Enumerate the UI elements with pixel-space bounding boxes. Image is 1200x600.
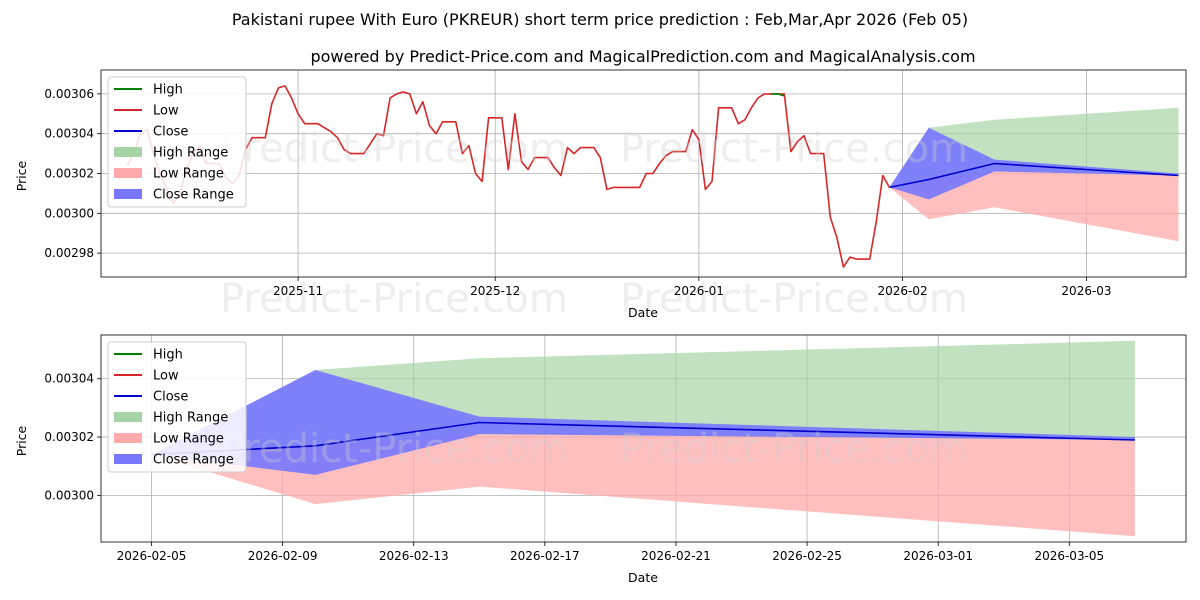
- top-legend-label-low-range: Low Range: [153, 167, 224, 182]
- bot-x-tick-label: 2026-02-09: [248, 549, 318, 563]
- top-y-tick-label: 0.00298: [44, 246, 94, 260]
- bot-x-tick-label: 2026-03-01: [903, 549, 973, 563]
- top-y-tick-label: 0.00302: [44, 167, 94, 181]
- top-high-history-line: [771, 93, 785, 97]
- top-legend-label-close-range: Close Range: [153, 188, 234, 203]
- bot-legend-label-close-range: Close Range: [153, 453, 234, 468]
- top-legend-swatch-low-range: [114, 168, 142, 178]
- top-legend: High Low Close High Range Low Range Close Ran…: [107, 76, 247, 208]
- watermark-top-1: Predict-Price.com: [220, 126, 568, 172]
- top-y-tick-label: 0.00300: [44, 206, 94, 220]
- top-low-history-line: [126, 85, 891, 268]
- bot-y-tick-label: 0.00304: [44, 372, 94, 386]
- bot-legend-box: [107, 341, 247, 473]
- top-y-axis-label: Price: [14, 160, 29, 191]
- top-legend-swatch-high-range: [114, 147, 142, 157]
- chart-subtitle: powered by Predict-Price.com and Magical…: [310, 47, 975, 66]
- top-close-range-band: [889, 127, 1179, 200]
- bot-y-tick-label: 0.00302: [44, 430, 94, 444]
- watermark-top-2: Predict-Price.com: [620, 126, 968, 172]
- history-forecast-panel: Predict-Price.com Predict-Price.com Pred…: [14, 69, 1187, 322]
- bot-close-range-band: [151, 370, 1135, 475]
- watermark-bottom-1: Predict-Price.com: [220, 426, 568, 472]
- bot-x-tick-label: 2026-02-05: [117, 549, 187, 563]
- top-y-tick-label: 0.00304: [44, 127, 94, 141]
- bot-legend-label-close: Close: [153, 390, 188, 405]
- top-x-tick-label: 2025-12: [470, 284, 520, 298]
- top-legend-box: [107, 76, 247, 208]
- top-x-tick-label: 2026-02: [877, 284, 927, 298]
- top-legend-label-high: High: [153, 83, 183, 98]
- watermark-top-3: Predict-Price.com: [220, 276, 568, 322]
- top-y-tick-label: 0.00306: [44, 87, 94, 101]
- bot-x-tick-label: 2026-03-05: [1034, 549, 1104, 563]
- top-x-tick-label: 2026-01: [674, 284, 724, 298]
- watermark-top-4: Predict-Price.com: [620, 276, 968, 322]
- top-low-range-band: [889, 171, 1179, 242]
- top-x-tick-label: 2025-11: [273, 284, 323, 298]
- watermark-bottom-2: Predict-Price.com: [620, 426, 968, 472]
- chart-title: Pakistani rupee With Euro (PKREUR) short…: [232, 10, 968, 29]
- bottom-x-axis-label: Date: [628, 570, 658, 585]
- bot-y-tick-label: 0.00300: [44, 488, 94, 502]
- bot-legend-label-low-range: Low Range: [153, 432, 224, 447]
- bot-legend-swatch-low-range: [114, 433, 142, 443]
- top-legend-label-close: Close: [153, 125, 188, 140]
- bot-legend-swatch-close-range: [114, 454, 142, 464]
- top-x-axis-label: Date: [628, 305, 658, 320]
- bottom-plot-frame: [100, 334, 1187, 543]
- bot-x-tick-label: 2026-02-13: [379, 549, 449, 563]
- bottom-y-axis-label: Price: [14, 425, 29, 456]
- top-legend-label-low: Low: [153, 104, 179, 119]
- bot-low-range-band: [151, 434, 1135, 537]
- top-x-tick-label: 2026-03: [1061, 284, 1111, 298]
- bot-legend-swatch-high-range: [114, 412, 142, 422]
- bot-legend-label-high-range: High Range: [153, 411, 228, 426]
- bot-legend-label-high: High: [153, 348, 183, 363]
- top-legend-label-high-range: High Range: [153, 146, 228, 161]
- bot-x-tick-label: 2026-02-25: [772, 549, 842, 563]
- forecast-detail-panel: Predict-Price.com Predict-Price.com 2026…: [14, 334, 1187, 585]
- top-legend-swatch-close-range: [114, 189, 142, 199]
- bottom-legend: High Low Close High Range Low Range Close Ran…: [107, 341, 247, 473]
- bot-x-tick-label: 2026-02-17: [510, 549, 580, 563]
- top-close-forecast-line: [889, 162, 1179, 189]
- bot-legend-label-low: Low: [153, 369, 179, 384]
- bot-x-tick-label: 2026-02-21: [641, 549, 711, 563]
